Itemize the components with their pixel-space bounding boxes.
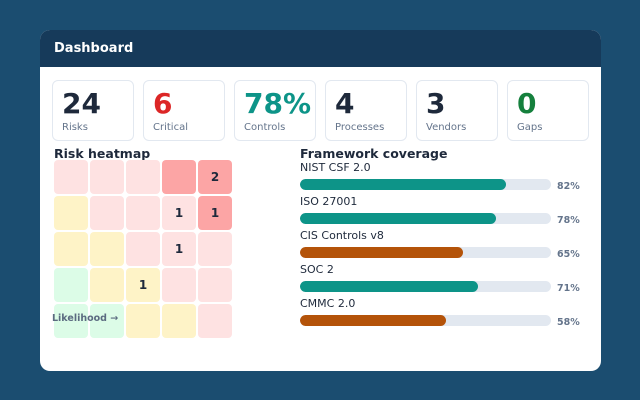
stats-row: 24 Risks 6 Critical 78% Controls 4 Processes 3 Ve… bbox=[52, 80, 589, 141]
heatmap-cell[interactable] bbox=[90, 232, 124, 266]
heatmap-cell[interactable] bbox=[90, 268, 124, 302]
framework-item: NIST CSF 2.0 82% bbox=[300, 161, 590, 195]
coverage-fill bbox=[300, 246, 464, 258]
framework-item: ISO 27001 78% bbox=[300, 195, 590, 229]
heatmap-cell[interactable] bbox=[90, 304, 124, 338]
stat-value: 78% bbox=[244, 87, 312, 120]
framework-name: CIS Controls v8 bbox=[300, 229, 384, 242]
stat-value: 3 bbox=[426, 87, 446, 120]
heatmap-cell[interactable] bbox=[198, 304, 232, 338]
stat-card-controls[interactable]: 78% Controls bbox=[234, 80, 316, 141]
coverage-percent: 65% bbox=[557, 249, 580, 260]
heatmap-cell[interactable] bbox=[54, 196, 88, 230]
heatmap-cell[interactable] bbox=[162, 268, 196, 302]
window-title: Dashboard bbox=[40, 30, 601, 67]
heatmap-cell[interactable] bbox=[54, 304, 88, 338]
coverage-percent: 82% bbox=[557, 181, 580, 192]
stat-card-processes[interactable]: 4 Processes bbox=[325, 80, 407, 141]
heatmap-cell[interactable] bbox=[162, 160, 196, 194]
heatmap-cell[interactable] bbox=[54, 160, 88, 194]
stat-label: Processes bbox=[335, 122, 385, 133]
stat-label: Gaps bbox=[517, 122, 543, 133]
coverage-bar bbox=[300, 280, 551, 292]
coverage-fill bbox=[300, 280, 479, 292]
dashboard-window: Dashboard 24 Risks 6 Critical 78% Controls 4 Pr… bbox=[40, 30, 601, 371]
heatmap-cell[interactable] bbox=[90, 196, 124, 230]
heatmap-cell[interactable] bbox=[198, 268, 232, 302]
stat-value: 6 bbox=[153, 87, 173, 120]
coverage-percent: 58% bbox=[557, 317, 580, 328]
framework-item: CIS Controls v8 65% bbox=[300, 229, 590, 263]
stat-card-risks[interactable]: 24 Risks bbox=[52, 80, 134, 141]
framework-name: SOC 2 bbox=[300, 263, 334, 276]
heatmap-cell[interactable] bbox=[90, 160, 124, 194]
heatmap-title: Risk heatmap bbox=[54, 146, 151, 161]
framework-item: SOC 2 71% bbox=[300, 263, 590, 297]
coverage-fill bbox=[300, 212, 496, 224]
heatmap-cell[interactable]: 2 bbox=[198, 160, 232, 194]
heatmap-cell[interactable] bbox=[162, 304, 196, 338]
heatmap-cell[interactable]: 1 bbox=[198, 196, 232, 230]
coverage-fill bbox=[300, 314, 446, 326]
stat-value: 4 bbox=[335, 87, 355, 120]
heatmap-cell[interactable] bbox=[126, 160, 160, 194]
stat-card-vendors[interactable]: 3 Vendors bbox=[416, 80, 498, 141]
coverage-bar bbox=[300, 314, 551, 326]
coverage-bar bbox=[300, 178, 551, 190]
framework-list: NIST CSF 2.0 82% ISO 27001 78% CIS Controls … bbox=[300, 161, 590, 331]
heatmap-cell[interactable]: 1 bbox=[162, 196, 196, 230]
heatmap-cell[interactable]: 1 bbox=[162, 232, 196, 266]
heatmap-cell[interactable] bbox=[54, 268, 88, 302]
coverage-percent: 78% bbox=[557, 215, 580, 226]
coverage-bar bbox=[300, 212, 551, 224]
coverage-bar bbox=[300, 246, 551, 258]
stat-label: Vendors bbox=[426, 122, 467, 133]
heatmap-cell[interactable] bbox=[126, 304, 160, 338]
framework-title: Framework coverage bbox=[300, 146, 448, 161]
heatmap-cell[interactable]: 1 bbox=[126, 268, 160, 302]
stat-card-critical[interactable]: 6 Critical bbox=[143, 80, 225, 141]
stat-value: 0 bbox=[517, 87, 537, 120]
framework-name: CMMC 2.0 bbox=[300, 297, 356, 310]
coverage-percent: 71% bbox=[557, 283, 580, 294]
framework-item: CMMC 2.0 58% bbox=[300, 297, 590, 331]
likelihood-axis-label: Likelihood → bbox=[52, 313, 119, 324]
stat-label: Risks bbox=[62, 122, 88, 133]
stat-label: Controls bbox=[244, 122, 286, 133]
coverage-fill bbox=[300, 178, 506, 190]
heatmap-cell[interactable] bbox=[198, 232, 232, 266]
heatmap-cell[interactable] bbox=[54, 232, 88, 266]
heatmap-cell[interactable] bbox=[126, 196, 160, 230]
framework-name: ISO 27001 bbox=[300, 195, 358, 208]
heatmap-cell[interactable] bbox=[126, 232, 160, 266]
stat-label: Critical bbox=[153, 122, 188, 133]
stat-value: 24 bbox=[62, 87, 101, 120]
stat-card-gaps[interactable]: 0 Gaps bbox=[507, 80, 589, 141]
framework-name: NIST CSF 2.0 bbox=[300, 161, 371, 174]
